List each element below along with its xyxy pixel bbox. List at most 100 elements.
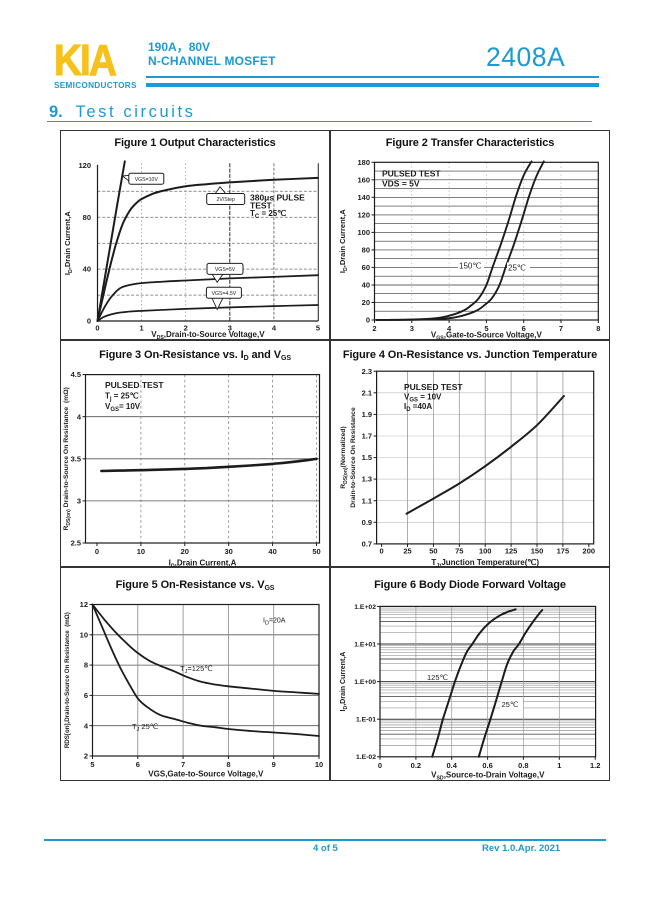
svg-text:120: 120: [78, 161, 91, 170]
svg-text:25℃: 25℃: [508, 264, 526, 273]
svg-text:125: 125: [505, 546, 518, 555]
svg-text:ID =40A: ID =40A: [404, 402, 432, 413]
svg-text:1: 1: [557, 761, 561, 770]
svg-text:40: 40: [83, 265, 91, 274]
svg-text:Drain-to-Source On Resistance: Drain-to-Source On Resistance: [350, 407, 357, 508]
svg-text:30: 30: [225, 547, 233, 556]
svg-text:6: 6: [522, 324, 526, 333]
svg-text:1.5: 1.5: [362, 453, 372, 462]
svg-text:8: 8: [226, 760, 230, 769]
svg-text:VGS=5V: VGS=5V: [215, 267, 236, 273]
svg-text:3.5: 3.5: [71, 454, 81, 463]
svg-text:8: 8: [596, 324, 600, 333]
svg-text:150℃: 150℃: [459, 262, 481, 271]
svg-text:1: 1: [140, 324, 144, 333]
svg-text:2: 2: [372, 324, 376, 333]
svg-text:1.7: 1.7: [362, 432, 372, 441]
svg-text:160: 160: [357, 175, 370, 184]
svg-text:10: 10: [80, 630, 88, 639]
svg-text:2V/Step: 2V/Step: [216, 197, 235, 203]
svg-text:10: 10: [137, 547, 145, 556]
svg-text:VGS,Gate-to-Source Voltage,V: VGS,Gate-to-Source Voltage,V: [431, 331, 543, 342]
svg-text:1.9: 1.9: [362, 410, 372, 419]
svg-text:80: 80: [362, 246, 370, 255]
svg-text:RDS(on) Drain-to-Source On Res: RDS(on) Drain-to-Source On Resistance (m…: [63, 387, 72, 530]
svg-text:VGS=4.5V: VGS=4.5V: [212, 291, 237, 297]
svg-text:120: 120: [357, 211, 370, 220]
svg-text:PULSED TEST: PULSED TEST: [404, 382, 463, 392]
svg-text:4.5: 4.5: [71, 370, 81, 379]
svg-text:50: 50: [312, 547, 320, 556]
svg-text:2: 2: [84, 752, 88, 761]
svg-text:VDS,Drain-to-Source Voltage,V: VDS,Drain-to-Source Voltage,V: [151, 330, 265, 341]
svg-text:ID,Drain Current,A: ID,Drain Current,A: [338, 209, 349, 273]
svg-text:TJ,Junction Temperature(℃): TJ,Junction Temperature(℃): [431, 558, 539, 567]
svg-text:1.E-01: 1.E-01: [356, 717, 376, 724]
svg-text:4: 4: [84, 721, 89, 730]
svg-text:25: 25: [403, 546, 411, 555]
svg-text:RDS(on)(Normalized): RDS(on)(Normalized): [340, 426, 349, 488]
svg-text:PULSED TEST: PULSED TEST: [105, 380, 164, 390]
svg-text:100: 100: [357, 228, 370, 237]
svg-text:5: 5: [484, 324, 488, 333]
svg-text:40: 40: [362, 281, 370, 290]
svg-text:2.5: 2.5: [71, 539, 81, 548]
svg-text:0: 0: [95, 547, 99, 556]
svg-text:ID,Drain Current,A: ID,Drain Current,A: [63, 211, 74, 275]
svg-text:5: 5: [316, 324, 320, 333]
svg-text:380μs PULSE: 380μs PULSE: [250, 193, 305, 203]
svg-text:1.3: 1.3: [362, 475, 372, 484]
svg-text:5: 5: [90, 760, 94, 769]
svg-text:60: 60: [362, 263, 370, 272]
svg-text:TJ 25℃: TJ 25℃: [132, 722, 159, 733]
svg-text:VGS= 10V: VGS= 10V: [105, 402, 141, 413]
svg-text:2.3: 2.3: [362, 367, 372, 376]
svg-text:6: 6: [136, 760, 140, 769]
svg-text:175: 175: [557, 546, 570, 555]
svg-text:3: 3: [410, 324, 414, 333]
svg-text:1.2: 1.2: [590, 761, 600, 770]
svg-text:6: 6: [84, 691, 88, 700]
svg-text:RDS[on],Drain-to-Source On Res: RDS[on],Drain-to-Source On Resistance (m…: [64, 612, 71, 748]
svg-text:0.2: 0.2: [411, 761, 421, 770]
svg-text:Tj = 25℃: Tj = 25℃: [105, 392, 139, 403]
svg-text:75: 75: [455, 546, 463, 555]
svg-text:PULSED TEST: PULSED TEST: [382, 169, 441, 179]
svg-text:1.E+00: 1.E+00: [354, 679, 376, 686]
svg-text:20: 20: [362, 298, 370, 307]
svg-text:ID,Drain Current,A: ID,Drain Current,A: [340, 652, 349, 712]
svg-text:12: 12: [80, 600, 88, 609]
svg-text:1.1: 1.1: [362, 496, 372, 505]
svg-text:150: 150: [531, 546, 544, 555]
svg-text:VGS=10V: VGS=10V: [135, 177, 159, 183]
svg-text:50: 50: [429, 546, 437, 555]
svg-text:100: 100: [479, 546, 492, 555]
svg-text:40: 40: [268, 547, 276, 556]
svg-text:1.E-02: 1.E-02: [356, 754, 376, 761]
svg-text:25℃: 25℃: [502, 700, 519, 709]
svg-text:140: 140: [357, 193, 370, 202]
svg-text:1.E+01: 1.E+01: [354, 641, 376, 648]
svg-text:10: 10: [315, 760, 323, 769]
svg-text:0.8: 0.8: [518, 761, 528, 770]
svg-text:TEST: TEST: [250, 200, 273, 210]
svg-text:VDS = 5V: VDS = 5V: [382, 179, 420, 189]
svg-text:3: 3: [228, 324, 232, 333]
svg-text:180: 180: [357, 158, 370, 167]
svg-text:VSD,Source-to-Drain Voltage,V: VSD,Source-to-Drain Voltage,V: [431, 770, 545, 781]
svg-text:VGS,Gate-to-Source Voltage,V: VGS,Gate-to-Source Voltage,V: [148, 770, 264, 779]
svg-text:VGS = 10V: VGS = 10V: [404, 393, 442, 404]
svg-text:7: 7: [181, 760, 185, 769]
svg-text:8: 8: [84, 661, 88, 670]
svg-text:0: 0: [95, 324, 99, 333]
svg-text:2.1: 2.1: [362, 388, 372, 397]
svg-text:TJ=125℃: TJ=125℃: [180, 664, 213, 675]
svg-text:0.9: 0.9: [362, 518, 372, 527]
svg-text:2: 2: [184, 324, 188, 333]
svg-text:4: 4: [272, 324, 277, 333]
svg-text:3: 3: [77, 497, 81, 506]
svg-text:0: 0: [378, 761, 382, 770]
svg-text:0: 0: [380, 546, 384, 555]
svg-text:ID,Drain Current,A: ID,Drain Current,A: [169, 559, 237, 568]
svg-text:4: 4: [77, 412, 82, 421]
